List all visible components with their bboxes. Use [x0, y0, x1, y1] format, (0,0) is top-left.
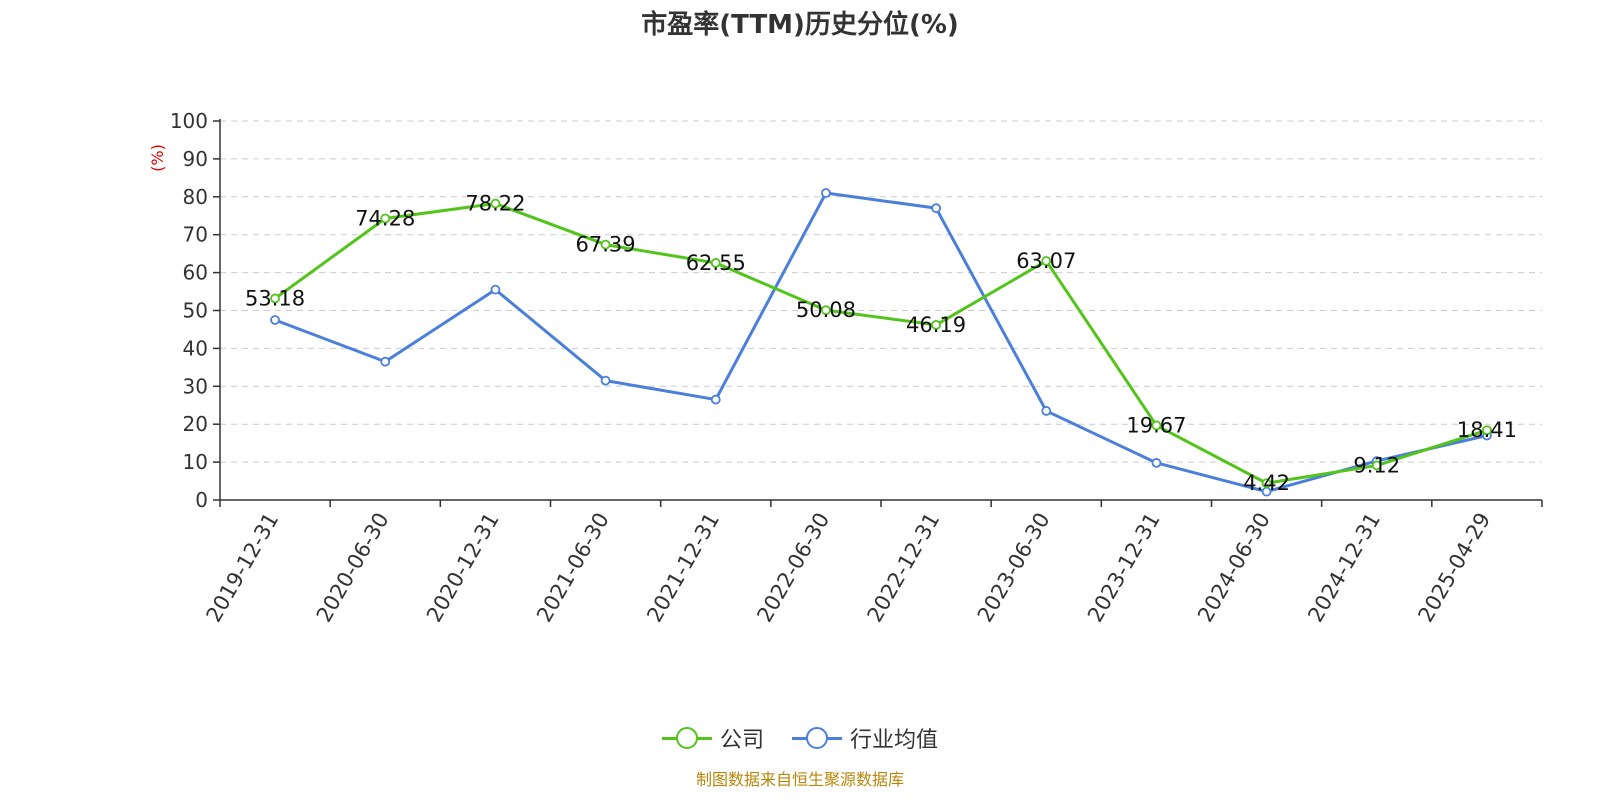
grid-lines	[220, 120, 1542, 463]
data-label: 62.55	[686, 251, 746, 275]
data-label: 4.42	[1243, 471, 1290, 495]
source-note: 制图数据来自恒生聚源数据库	[695, 770, 904, 789]
legend-marker	[806, 727, 828, 749]
data-point-0	[1482, 425, 1492, 436]
legend-swatch	[661, 726, 712, 750]
data-labels: 53.18 74.28 78.22 67.39 62.55 50.08 46.19 63.07…	[245, 192, 1517, 496]
x-tick-label: 2024-12-31	[1303, 509, 1385, 627]
legend-swatch	[792, 726, 842, 750]
x-tick-label: 2023-06-30	[973, 509, 1055, 627]
y-tick-label: 40	[183, 336, 208, 360]
y-tick-label: 50	[183, 299, 208, 323]
data-label: 9.12	[1353, 453, 1400, 477]
data-point-0	[600, 239, 611, 250]
legend: 公司 行业均值	[0, 722, 1600, 754]
data-point-1	[1041, 406, 1052, 416]
y-tick-label: 0	[195, 488, 208, 512]
data-point-1	[380, 356, 391, 367]
x-tick-label: 2021-12-31	[642, 509, 724, 627]
data-label: 63.07	[1016, 249, 1076, 273]
data-label: 67.39	[576, 233, 636, 257]
data-point-1	[490, 284, 501, 295]
data-label: 74.28	[355, 206, 415, 230]
data-label: 46.19	[906, 313, 966, 337]
data-label: 53.18	[245, 286, 305, 310]
data-point-0	[490, 198, 501, 209]
data-point-0	[821, 305, 831, 316]
data-point-0	[1151, 420, 1162, 431]
data-point-1	[1151, 457, 1162, 468]
legend-label: 行业均值	[850, 728, 939, 753]
data-point-0	[1371, 460, 1382, 471]
data-point-0	[1041, 256, 1052, 266]
legend-label: 公司	[719, 728, 764, 753]
y-tick-label: 30	[183, 374, 208, 398]
y-tick-label: 70	[183, 223, 208, 247]
data-point-1	[600, 375, 611, 386]
x-tick-label: 2021-06-30	[532, 509, 614, 627]
data-point-0	[270, 293, 280, 304]
data-label: 18.41	[1457, 418, 1517, 442]
series-line-0	[274, 202, 1488, 485]
x-tick-label: 2025-04-29	[1413, 509, 1495, 627]
x-tick-label: 2020-12-31	[422, 508, 504, 626]
x-tick-label: 2020-06-30	[312, 509, 394, 627]
axes: 0 10 20 30 40 50 60 70 80 90 100(%) 2019-12-31 2020-…	[148, 109, 1543, 627]
series-line-1	[274, 191, 1488, 494]
y-tick-label: 10	[183, 450, 208, 474]
y-tick-label: 100	[170, 109, 208, 133]
data-point-0	[380, 213, 391, 224]
data-label: 50.08	[796, 298, 856, 322]
x-tick-label: 2024-06-30	[1193, 509, 1275, 627]
x-tick-label: 2022-12-31	[863, 508, 945, 626]
x-tick-label: 2022-06-30	[752, 509, 834, 627]
chart-title: 市盈率(TTM)历史分位(%)	[641, 10, 959, 40]
legend-marker	[675, 727, 698, 749]
data-label: 78.22	[465, 192, 525, 216]
y-tick-label: 20	[183, 412, 208, 436]
data-point-1	[270, 315, 280, 325]
y-tick-label: 90	[183, 147, 208, 171]
data-point-0	[710, 258, 721, 268]
legend-item-0[interactable]: 公司	[661, 722, 764, 754]
series-layer	[270, 188, 1492, 497]
x-tick-label: 2019-12-31	[202, 509, 284, 627]
data-label: 19.67	[1126, 413, 1186, 437]
data-point-1	[710, 394, 721, 405]
data-point-0	[1261, 478, 1272, 489]
x-tick-label: 2023-12-31	[1083, 509, 1165, 627]
data-point-1	[931, 203, 941, 214]
y-tick-label: 80	[183, 185, 208, 209]
y-tick-label: 60	[183, 261, 208, 285]
y-axis-label: (%)	[148, 144, 167, 172]
legend-item-1[interactable]: 行业均值	[792, 722, 938, 754]
data-point-0	[931, 320, 941, 330]
data-point-1	[821, 188, 831, 198]
